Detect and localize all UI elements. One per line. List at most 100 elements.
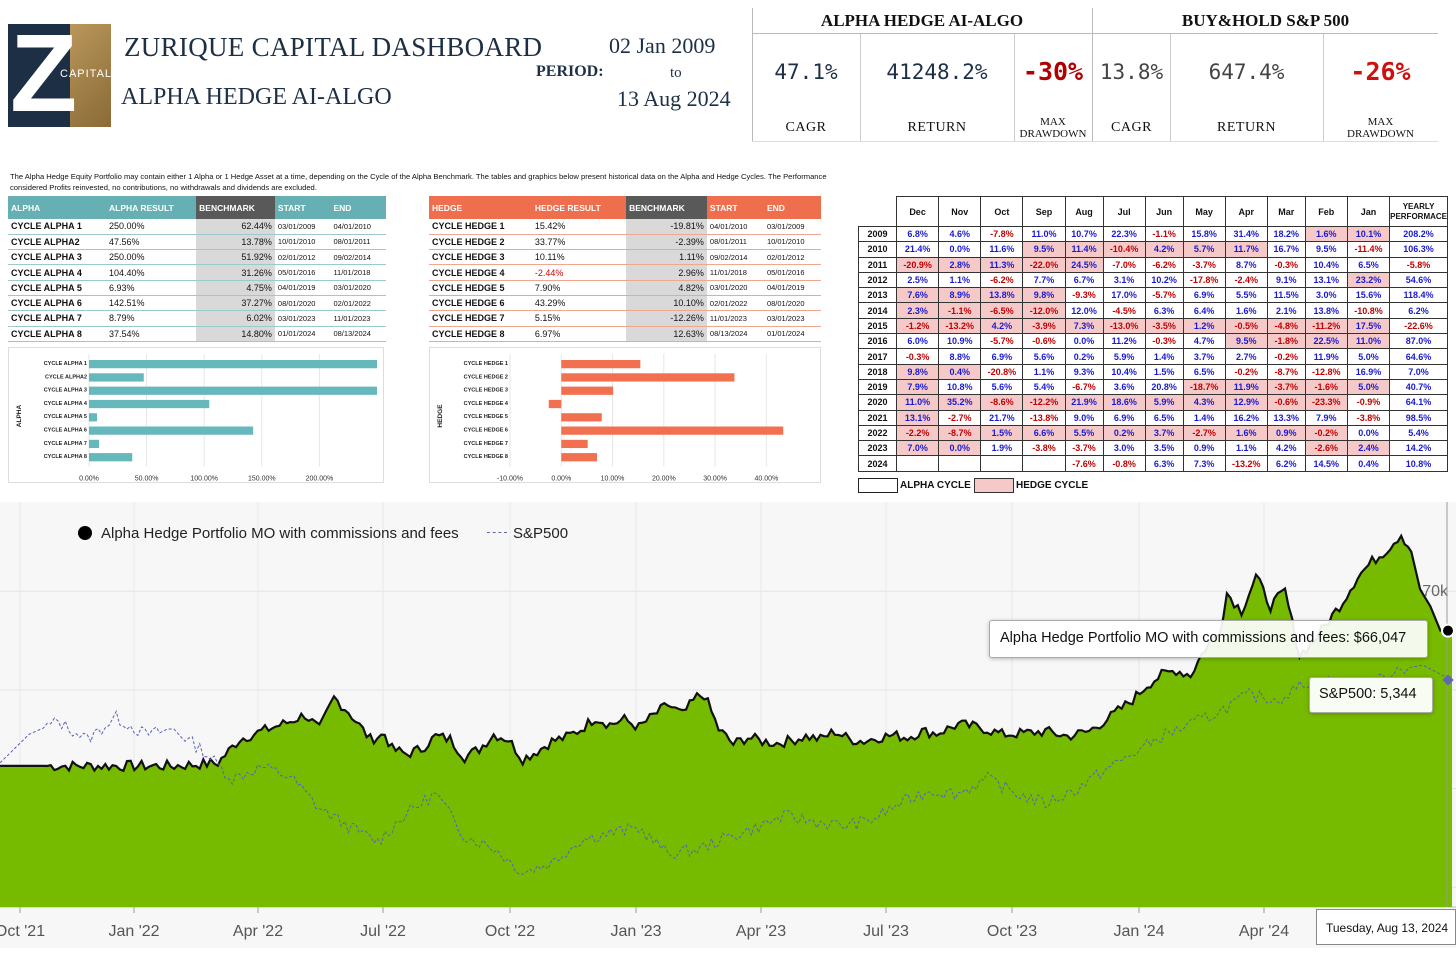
table-cell: 08/13/2024 [333, 329, 371, 339]
table-cell: 33.77% [534, 236, 566, 247]
table-cell: 6.02% [196, 310, 275, 327]
month-cell: 1.4% [1144, 348, 1184, 365]
month-cell: 5.6% [980, 378, 1024, 396]
month-cell: 1.5% [1144, 363, 1184, 380]
month-cell: -13.2% [938, 317, 982, 335]
x-tick-label: 0.00% [79, 475, 99, 482]
month-cell: 9.8% [895, 363, 940, 380]
month-cell: 8.9% [938, 287, 982, 304]
x-tick-label: 40.00% [754, 475, 778, 482]
table-cell: -19.81% [626, 219, 707, 235]
yearly-performance-cell: 98.5% [1389, 409, 1448, 426]
month-cell: 4.2% [980, 317, 1024, 335]
table-cell: 08/01/2011 [709, 237, 747, 247]
yearly-performance-cell: 7.0% [1389, 363, 1448, 380]
table-cell: 04/01/2019 [766, 283, 805, 293]
table-row: CYCLE ALPHA 6 142.51% 37.27% 08/01/2020 02/0… [8, 295, 386, 311]
table-cell: 08/01/2020 [766, 298, 805, 308]
table-row: CYCLE HEDGE 2 33.77% -2.39% 08/01/2011 10/01… [429, 234, 821, 250]
yearly-performance-cell: 5.4% [1389, 424, 1448, 442]
month-cell: 1.2% [1182, 317, 1226, 335]
month-cell: 4.7% [1182, 333, 1226, 350]
month-cell: 12.9% [1224, 394, 1268, 411]
month-cell: 22.5% [1304, 333, 1348, 350]
month-cell: 24.5% [1064, 256, 1104, 273]
alpha-cycle-swatch [858, 478, 898, 493]
table-cell: 04/01/2010 [333, 221, 371, 231]
x-tick-label: Apr '22 [233, 923, 283, 940]
table-cell: 10/01/2010 [277, 237, 316, 247]
portfolio-tooltip: Alpha Hedge Portfolio MO with commission… [989, 620, 1428, 658]
table-row: CYCLE HEDGE 4 -2.44% 2.96% 11/01/2018 05/01/… [429, 264, 821, 281]
table-cell: 11/01/2023 [333, 313, 371, 323]
month-cell: 13.1% [1304, 271, 1348, 289]
table-row: CYCLE HEDGE 5 7.90% 4.82% 03/01/2020 04/01/2… [429, 280, 821, 296]
spx-legend-label[interactable]: S&P500 [513, 525, 569, 542]
month-cell: 11.7% [1224, 241, 1268, 258]
month-header: Oct [980, 196, 1024, 227]
period-to: to [670, 65, 682, 81]
monthly-row: 2019 7.9% 10.8% 5.6% 5.4% -6.7% 3.6% 20.8% -18.7… [858, 378, 1448, 396]
bar-category-label: CYCLE ALPHA 6 [44, 428, 87, 434]
month-cell: -9.3% [1064, 287, 1104, 304]
bar [89, 453, 133, 462]
drawdown-text: DRAWDOWN [1019, 128, 1087, 140]
month-cell: 17.5% [1346, 317, 1391, 335]
month-cell: 21.9% [1064, 394, 1104, 411]
hedge-col-header: END [763, 196, 821, 219]
x-tick-label: 100.00% [190, 475, 218, 482]
month-cell: -3.7% [1182, 256, 1226, 273]
month-cell: 7.0% [895, 440, 940, 457]
x-tick-label: Oct '21 [0, 923, 45, 940]
table-cell: 15.42% [534, 221, 566, 232]
month-cell: 0.0% [1064, 333, 1104, 350]
month-cell: -13.2% [1224, 455, 1268, 472]
spx-legend-marker [487, 532, 507, 533]
alpha-return-label: RETURN [907, 120, 967, 135]
bar-category-label: CYCLE ALPHA 5 [44, 414, 87, 420]
month-cell: -5.7% [1144, 287, 1184, 304]
month-cell: -1.2% [895, 317, 940, 335]
table-cell: -2.39% [626, 234, 707, 250]
yearly-performance-cell: 118.4% [1389, 287, 1448, 304]
month-cell: -6.2% [1144, 256, 1184, 273]
table-cell: 02/01/2022 [333, 298, 371, 308]
monthly-returns-table: Dec Nov Oct Sep Aug Jul Jun May Apr Mar Feb Jan YEAR… [858, 196, 1448, 472]
table-cell: 142.51% [109, 298, 145, 309]
portfolio-legend-label[interactable]: Alpha Hedge Portfolio MO with commission… [101, 525, 459, 542]
month-cell: 10.9% [938, 333, 982, 350]
logo-letter: Z [10, 24, 78, 127]
x-tick-label: 20.00% [652, 475, 676, 482]
month-cell: 11.2% [1102, 333, 1146, 350]
bar [561, 373, 735, 382]
table-row: CYCLE HEDGE 1 15.42% -19.81% 04/01/2010 03/0… [429, 219, 821, 235]
table-cell: 05/01/2016 [277, 268, 316, 278]
table-row: CYCLE ALPHA 7 8.79% 6.02% 03/01/2023 11/01/2… [8, 310, 386, 327]
table-cell: 2.96% [626, 264, 707, 281]
table-cell: 11/01/2018 [333, 268, 371, 278]
month-cell: 35.2% [938, 394, 982, 411]
month-cell: -3.9% [1022, 317, 1066, 335]
month-header: Nov [938, 196, 982, 227]
x-tick-label: 200.00% [306, 475, 334, 482]
table-cell: 03/01/2009 [277, 221, 316, 231]
hedge-cycle-legend: HEDGE CYCLE [1016, 480, 1089, 491]
month-cell: 8.7% [1224, 256, 1268, 273]
month-cell: -2.6% [1304, 440, 1348, 457]
yearly-performance-cell: -22.6% [1389, 317, 1448, 335]
month-cell: 6.4% [1182, 302, 1226, 319]
month-cell: 4.3% [1182, 394, 1226, 411]
max-text: MAX [1040, 116, 1066, 128]
bar-category-label: CYCLE ALPHA 4 [44, 401, 88, 407]
bh-cagr-value: 13.8% [1099, 60, 1164, 84]
month-cell: 2.1% [1266, 302, 1306, 319]
monthly-row: 2009 6.8% 4.6% -7.8% 11.0% 10.7% 22.3% -1.1% 15.… [858, 225, 1448, 243]
month-cell: 0.2% [1102, 424, 1146, 442]
month-header: YEARLY PERFORMACE [1389, 196, 1448, 227]
month-cell: 9.3% [1064, 363, 1104, 380]
bar-category-label: CYCLE HEDGE 2 [464, 374, 508, 380]
month-cell: -18.7% [1182, 378, 1226, 396]
monthly-row: 2016 6.0% 10.9% -5.7% -0.6% 0.0% 11.2% -0.3% 4.7… [858, 333, 1448, 350]
